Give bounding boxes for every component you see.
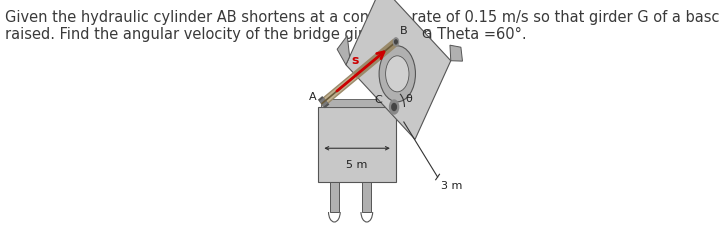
Circle shape <box>392 104 396 110</box>
Polygon shape <box>450 45 462 61</box>
Text: 5 m: 5 m <box>346 160 368 170</box>
Text: 3 m: 3 m <box>441 181 462 191</box>
Text: C: C <box>374 95 382 105</box>
Bar <box>318 107 396 182</box>
Circle shape <box>393 38 399 46</box>
Circle shape <box>390 100 399 114</box>
Circle shape <box>395 40 397 44</box>
Polygon shape <box>337 36 350 65</box>
Bar <box>362 182 372 212</box>
Text: θ: θ <box>406 94 413 104</box>
Text: A: A <box>309 92 316 102</box>
Text: raised. Find the angular velocity of the bridge girder when Theta =60°.: raised. Find the angular velocity of the… <box>4 27 526 42</box>
Text: Given the hydraulic cylinder AB shortens at a constant rate of 0.15 m/s so that : Given the hydraulic cylinder AB shortens… <box>4 10 720 25</box>
Circle shape <box>386 56 409 92</box>
Bar <box>330 182 339 212</box>
Circle shape <box>379 46 415 102</box>
Text: B: B <box>400 26 408 36</box>
Bar <box>321 99 393 107</box>
Text: s: s <box>352 55 359 68</box>
Text: G: G <box>421 28 431 41</box>
Polygon shape <box>346 0 451 139</box>
